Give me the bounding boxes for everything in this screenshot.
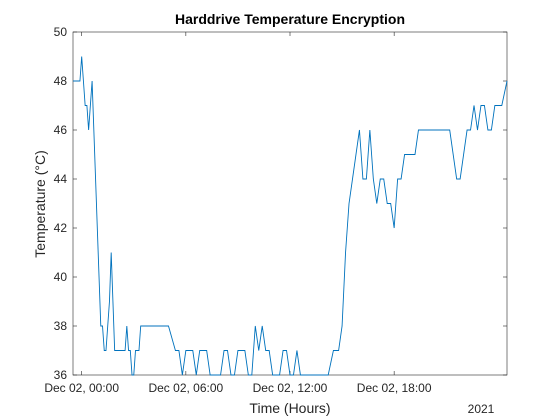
- x-axis: Dec 02, 00:00 Dec 02, 06:00 Dec 02, 12:00 D…: [44, 32, 432, 395]
- y-tick-label: 50: [54, 25, 68, 39]
- x-tick-label: Dec 02, 18:00: [357, 381, 432, 395]
- y-axis-label: Temperature (°C): [32, 150, 48, 258]
- x-tick-label: Dec 02, 06:00: [148, 381, 223, 395]
- plot-area: 36 38 40 42 44 46 48 50 Dec 02, 00:00 Dec 02, 06…: [44, 25, 508, 395]
- chart-title: Harddrive Temperature Encryption: [175, 11, 405, 27]
- y-tick-label: 42: [54, 221, 68, 235]
- y-tick-label: 36: [54, 368, 68, 382]
- x-tick-label: Dec 02, 12:00: [253, 381, 328, 395]
- temperature-series-line: [73, 56, 508, 376]
- y-tick-label: 38: [54, 319, 68, 333]
- x-tick-label: Dec 02, 00:00: [44, 381, 119, 395]
- x-axis-label: Time (Hours): [249, 400, 330, 416]
- y-tick-label: 48: [54, 74, 68, 88]
- plot-frame: [72, 31, 508, 376]
- y-tick-label: 46: [54, 123, 68, 137]
- y-tick-label: 44: [54, 172, 68, 186]
- year-label: 2021: [468, 402, 495, 416]
- y-tick-label: 40: [54, 270, 68, 284]
